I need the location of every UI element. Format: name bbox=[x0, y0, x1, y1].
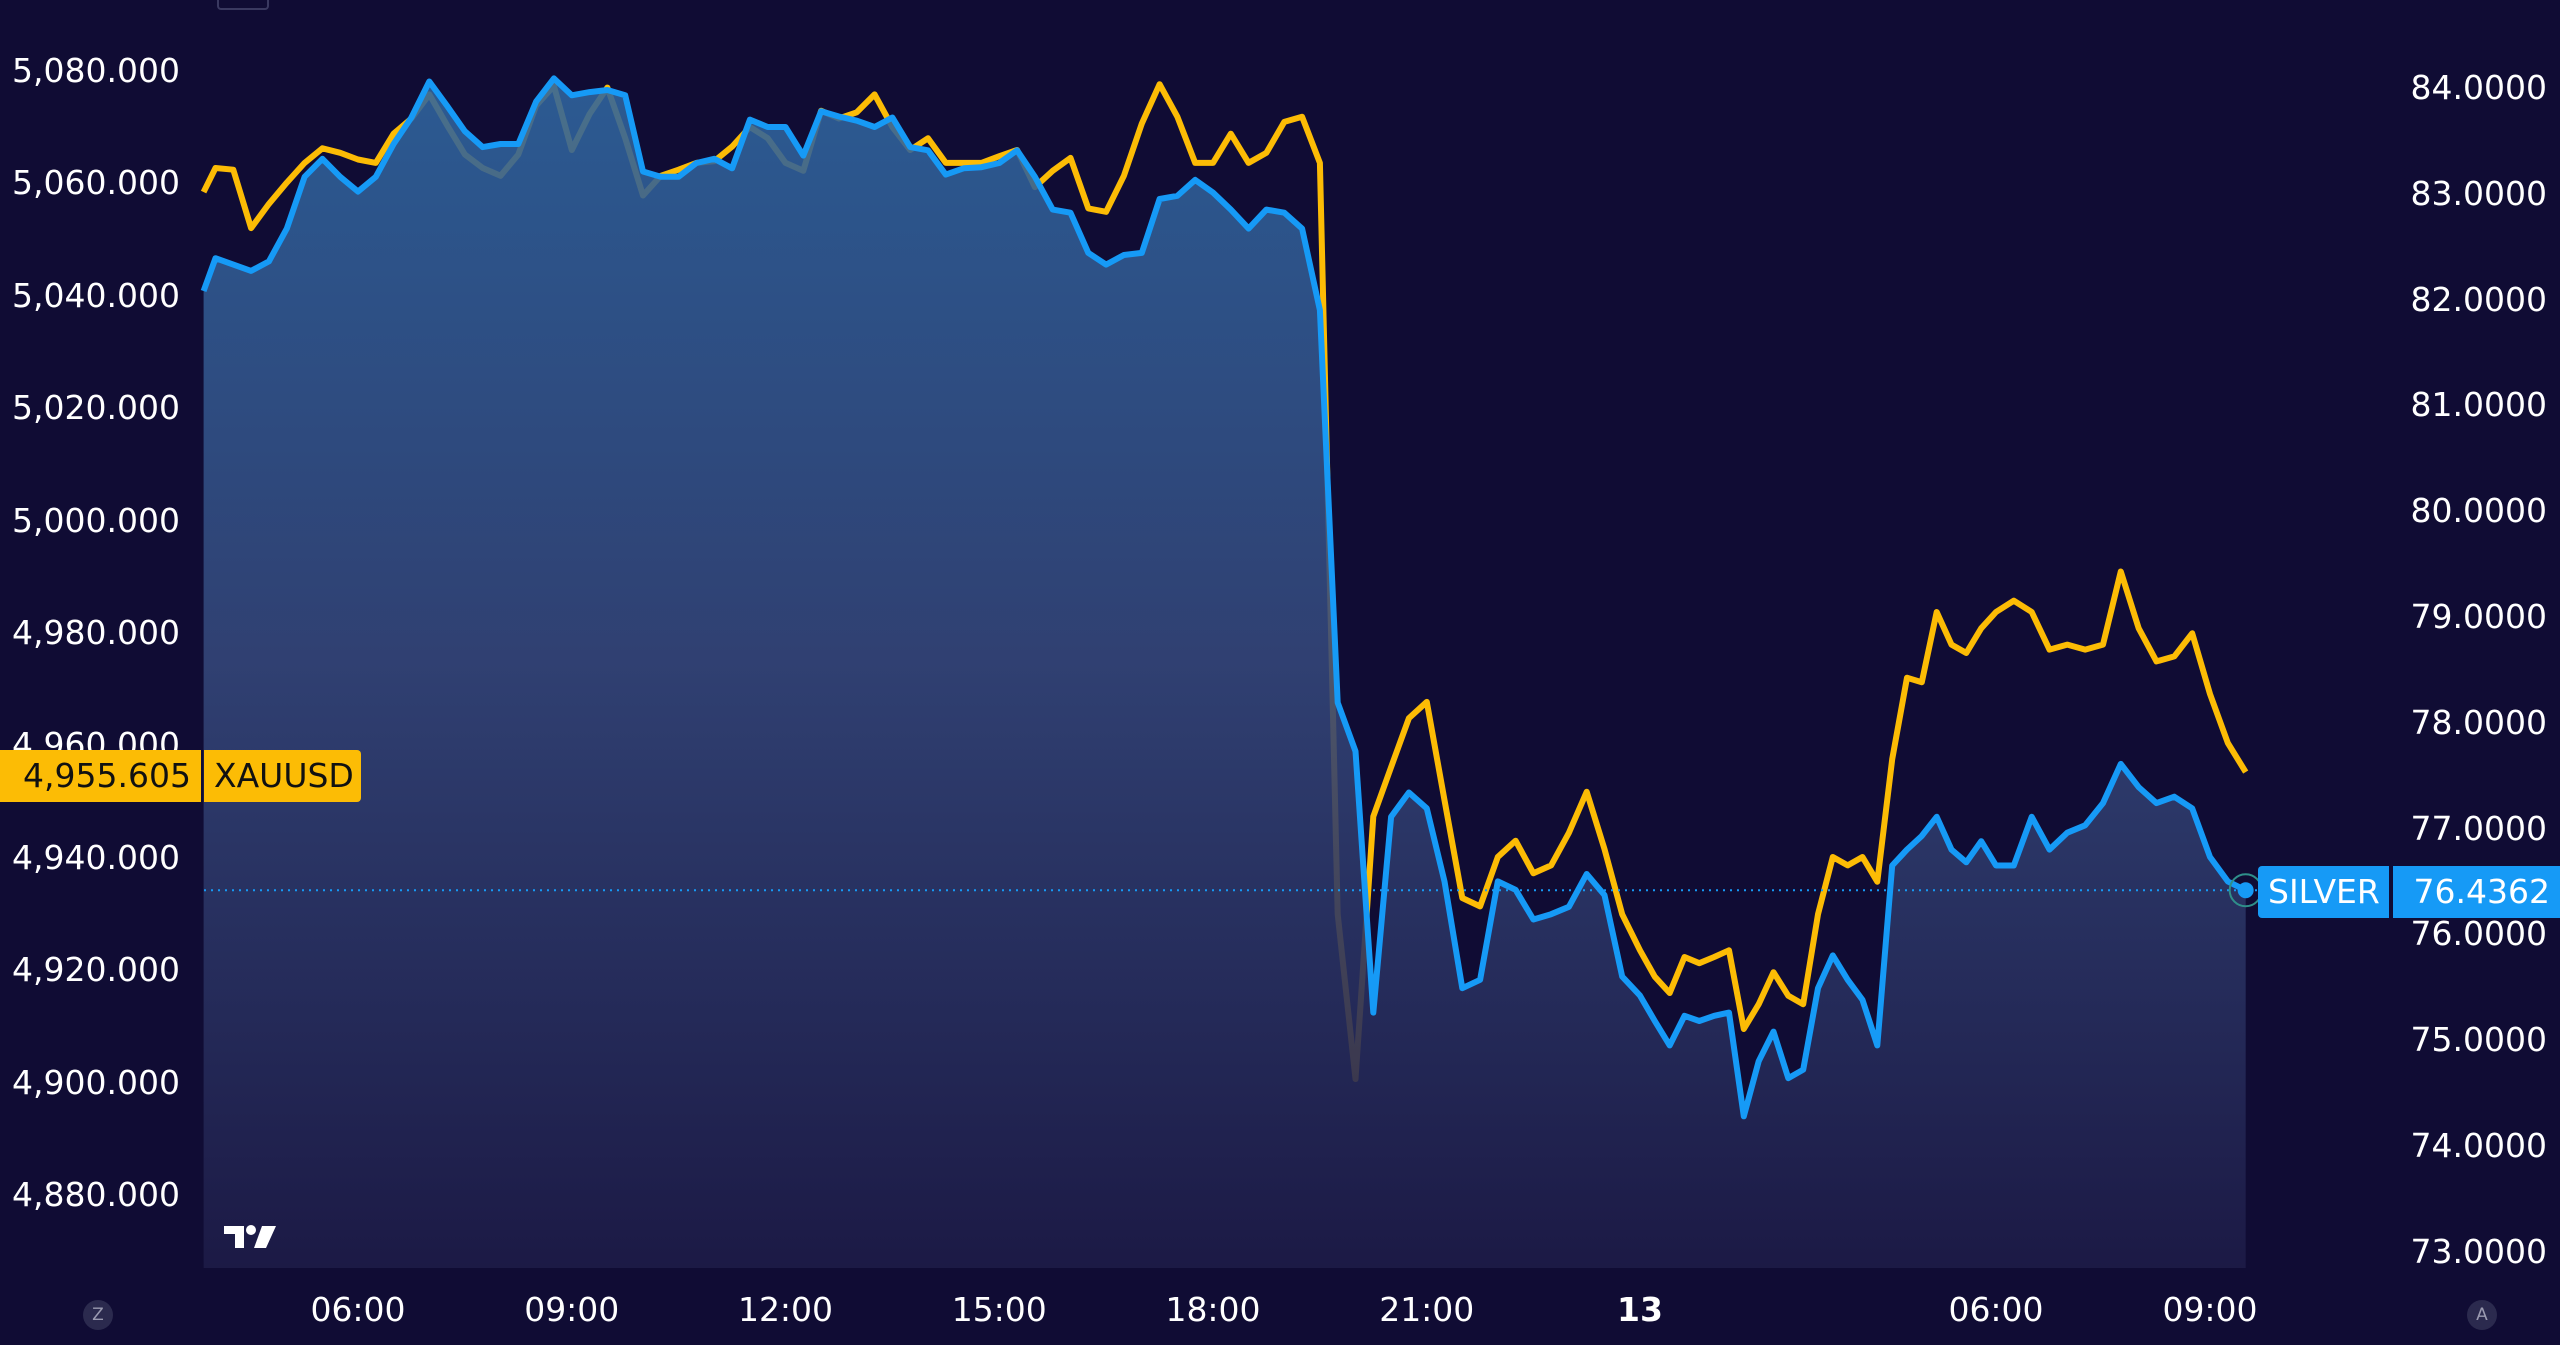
time-axis-tick-label: 09:00 bbox=[2162, 1290, 2258, 1329]
time-axis-tick-label: 09:00 bbox=[524, 1290, 620, 1329]
time-axis-tick-label: 18:00 bbox=[1165, 1290, 1261, 1329]
silver-symbol-tag: SILVER bbox=[2258, 866, 2389, 918]
time-axis-tick-label: 13 bbox=[1617, 1290, 1663, 1329]
right-axis-tick-label: 81.0000 bbox=[2410, 385, 2547, 425]
right-axis-tick-label: 73.0000 bbox=[2410, 1231, 2547, 1271]
silver-line[interactable] bbox=[200, 75, 2248, 1120]
left-axis-tick-label: 4,900.000 bbox=[12, 1062, 180, 1102]
time-axis-tick-label: 21:00 bbox=[1379, 1290, 1475, 1329]
left-axis-tick-label: 4,980.000 bbox=[12, 613, 180, 652]
right-axis-tick-label: 80.0000 bbox=[2410, 491, 2547, 531]
silver-last-price-tag: 76.4362 bbox=[2393, 866, 2560, 918]
left-axis-tick-label: 5,040.000 bbox=[12, 275, 180, 315]
right-axis-tick-label: 84.0000 bbox=[2410, 68, 2547, 107]
toolbar-handle[interactable] bbox=[217, 0, 269, 10]
auto-scale-right-button[interactable]: A bbox=[2467, 1300, 2497, 1330]
time-axis-tick-label: 06:00 bbox=[1948, 1290, 2044, 1329]
right-axis-tick-label: 78.0000 bbox=[2410, 702, 2547, 742]
time-axis-tick-label: 06:00 bbox=[310, 1290, 406, 1329]
right-axis-tick-label: 74.0000 bbox=[2410, 1126, 2547, 1165]
gold-symbol-tag: XAUUSD bbox=[204, 750, 361, 802]
right-axis-tick-label: 75.0000 bbox=[2410, 1020, 2547, 1060]
right-axis-tick-label: 79.0000 bbox=[2410, 597, 2547, 636]
right-axis-tick-label: 76.0000 bbox=[2410, 914, 2547, 954]
right-axis-tick-label: 83.0000 bbox=[2410, 173, 2547, 213]
silver-area bbox=[203, 78, 2246, 1268]
time-axis-tick-label: 12:00 bbox=[737, 1290, 834, 1329]
right-axis-tick-label: 82.0000 bbox=[2410, 279, 2547, 319]
left-axis-tick-label: 4,920.000 bbox=[12, 950, 180, 990]
left-axis-tick-label: 5,060.000 bbox=[12, 163, 180, 203]
gold-last-price-tag: 4,955.605 bbox=[0, 750, 201, 802]
left-axis-tick-label: 4,940.000 bbox=[12, 837, 180, 877]
right-axis-tick-label: 77.0000 bbox=[2410, 808, 2547, 848]
left-axis-tick-label: 5,020.000 bbox=[12, 388, 180, 428]
left-axis-tick-label: 5,080.000 bbox=[12, 51, 180, 90]
silver-last-point[interactable] bbox=[2237, 882, 2254, 899]
tradingview-logo-icon bbox=[224, 1225, 276, 1248]
auto-scale-left-button[interactable]: Z bbox=[83, 1300, 113, 1330]
left-axis-tick-label: 5,000.000 bbox=[12, 500, 180, 540]
time-axis-tick-label: 15:00 bbox=[951, 1290, 1047, 1329]
left-axis-tick-label: 4,880.000 bbox=[12, 1175, 180, 1214]
